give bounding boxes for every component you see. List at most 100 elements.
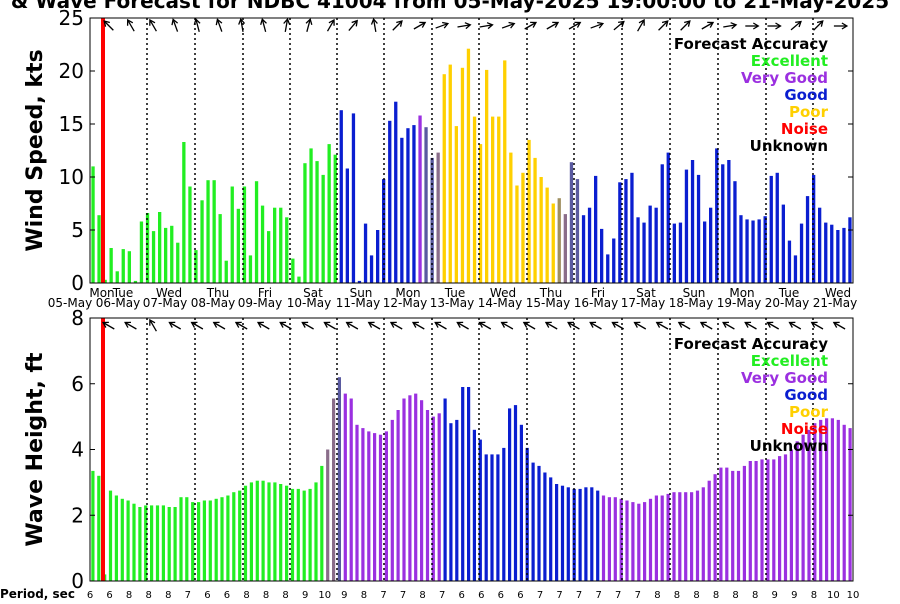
wind-arrow-head — [707, 21, 715, 28]
wave-arrow-shaft — [612, 322, 625, 330]
wind-bar — [569, 162, 574, 283]
wave-arrow-head — [434, 321, 442, 328]
wave-bar — [367, 431, 371, 581]
wave-bar — [578, 488, 582, 581]
wave-arrow-head — [478, 321, 486, 328]
wind-bar — [497, 116, 501, 283]
period-value: 7 — [380, 590, 386, 600]
period-value: 8 — [713, 590, 719, 600]
period-value: 8 — [693, 590, 699, 600]
wave-bar — [214, 498, 218, 581]
wind-arrow-shaft — [546, 22, 558, 30]
wave-arrow-head — [256, 321, 264, 328]
day-label: Sun — [683, 286, 706, 300]
wave-arrow-shaft — [347, 322, 359, 330]
wave-arrow-head — [500, 321, 508, 328]
wave-arrow-shaft — [236, 322, 248, 330]
wave-arrow-head — [411, 321, 419, 328]
wind-bar — [200, 200, 204, 283]
date-label: 16-May — [574, 296, 618, 310]
wave-arrow-shaft — [745, 322, 757, 330]
period-value: 7 — [185, 590, 191, 600]
wave-arrow-shaft — [502, 322, 514, 330]
wave-arrow-shaft — [413, 322, 425, 330]
wave-arrow-shaft — [657, 322, 669, 330]
wave-arrow-shaft — [435, 322, 447, 330]
wave-bar — [766, 459, 770, 581]
wave-bar — [361, 428, 365, 581]
period-value: 7 — [439, 590, 445, 600]
wave-bar — [279, 484, 283, 581]
wave-bar — [555, 484, 559, 581]
period-value: 8 — [263, 590, 269, 600]
wind-bar — [357, 280, 362, 283]
period-value: 8 — [243, 590, 249, 600]
wave-legend-title: Forecast Accuracy — [674, 335, 828, 353]
wind-bar — [442, 74, 446, 283]
day-label: Sat — [636, 286, 656, 300]
wave-bar — [308, 488, 312, 581]
wave-bar — [126, 500, 130, 581]
wind-arrow-head — [486, 22, 494, 30]
period-value: 8 — [146, 590, 152, 600]
wind-bar — [351, 113, 356, 284]
wave-legend-item: Unknown — [750, 437, 828, 455]
wave-legend-item: Good — [784, 386, 828, 404]
wind-bar — [478, 144, 483, 283]
date-label: 05-May — [48, 296, 92, 310]
wind-direction-arrow — [435, 21, 450, 29]
wind-arrow-shaft — [195, 20, 200, 32]
wind-direction-arrow — [193, 18, 201, 32]
wave-direction-arrow — [256, 321, 270, 330]
period-value: 6 — [498, 590, 504, 600]
wave-bar — [349, 398, 353, 581]
wave-bar — [819, 419, 823, 581]
wave-bar — [161, 505, 165, 581]
wave-arrow-shaft — [568, 322, 580, 330]
wave-direction-arrow — [589, 321, 602, 330]
wave-bar — [531, 462, 535, 581]
wave-bar — [132, 503, 136, 581]
wind-bar — [533, 157, 537, 283]
wind-arrow-head — [396, 20, 403, 27]
wind-bar — [521, 172, 525, 283]
day-label: Thu — [539, 286, 563, 300]
wave-bar — [273, 482, 277, 581]
wave-direction-arrow — [323, 321, 337, 330]
wind-bar — [581, 215, 586, 283]
wind-arrow-shaft — [790, 21, 801, 31]
wave-bar — [672, 492, 676, 581]
wind-arrow-head — [215, 18, 223, 26]
wind-bar — [176, 242, 180, 283]
wave-bar — [384, 431, 388, 581]
wave-arrow-shaft — [546, 322, 558, 330]
wind-bar — [830, 224, 834, 283]
wave-bar — [701, 487, 705, 581]
wave-bar — [155, 505, 160, 581]
wind-bar — [509, 152, 513, 283]
wind-bar — [279, 207, 283, 283]
wind-bar — [545, 187, 549, 283]
wave-arrow-head — [345, 321, 353, 328]
wave-direction-arrow — [168, 321, 182, 330]
wave-bar — [783, 454, 788, 581]
wind-bar — [424, 127, 428, 283]
wave-bar — [255, 480, 259, 581]
wave-bar — [707, 480, 711, 581]
wind-bar — [194, 250, 198, 283]
wind-arrow-head — [816, 20, 824, 27]
wave-arrow-head — [522, 321, 530, 328]
wind-arrow-head — [351, 19, 359, 27]
wave-direction-arrow — [279, 321, 292, 330]
wave-arrow-shaft — [480, 322, 492, 330]
wave-bar — [226, 495, 230, 581]
wave-arrow-head — [456, 321, 464, 328]
wave-arrow-head — [168, 321, 176, 328]
wave-direction-arrow — [124, 321, 137, 330]
wave-arrow-shaft — [302, 322, 314, 330]
wind-bar — [376, 230, 380, 283]
day-label: Fri — [258, 286, 272, 300]
wind-bar — [454, 126, 458, 283]
wind-bar — [600, 228, 604, 283]
